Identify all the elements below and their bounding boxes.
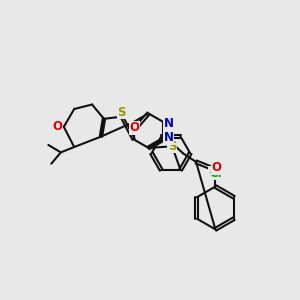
Text: O: O xyxy=(52,120,62,133)
Text: O: O xyxy=(130,121,140,134)
Text: N: N xyxy=(164,131,173,144)
Text: O: O xyxy=(211,161,221,174)
Text: N: N xyxy=(164,117,173,130)
Text: Cl: Cl xyxy=(209,167,222,180)
Text: S: S xyxy=(168,140,176,153)
Text: S: S xyxy=(118,106,126,119)
